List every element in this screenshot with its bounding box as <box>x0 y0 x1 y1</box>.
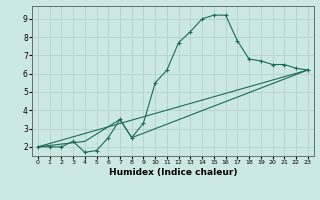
X-axis label: Humidex (Indice chaleur): Humidex (Indice chaleur) <box>108 168 237 177</box>
